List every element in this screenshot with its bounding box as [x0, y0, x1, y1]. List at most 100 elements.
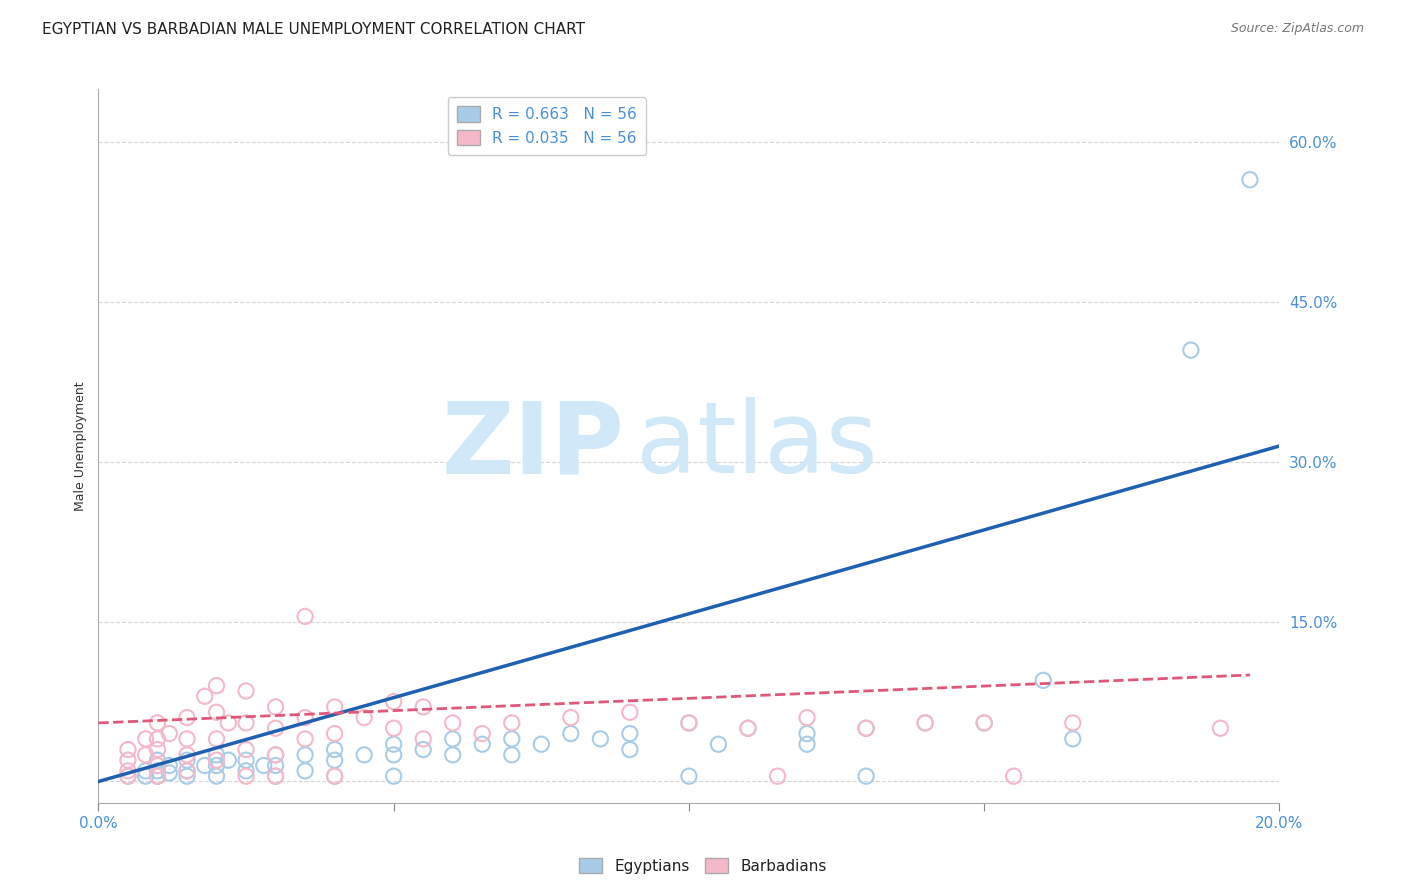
Point [205, 679, 228, 693]
Point [501, 715, 523, 730]
Point [678, 715, 700, 730]
Point [1239, 172, 1261, 186]
Text: Source: ZipAtlas.com: Source: ZipAtlas.com [1230, 22, 1364, 36]
Text: EGYPTIAN VS BARBADIAN MALE UNEMPLOYMENT CORRELATION CHART: EGYPTIAN VS BARBADIAN MALE UNEMPLOYMENT … [42, 22, 585, 37]
Point [973, 715, 995, 730]
Point [146, 764, 169, 778]
Point [412, 742, 434, 756]
Point [323, 769, 346, 783]
Point [1062, 715, 1084, 730]
Point [253, 758, 276, 772]
Point [146, 715, 169, 730]
Point [707, 737, 730, 751]
Point [146, 731, 169, 746]
Y-axis label: Male Unemployment: Male Unemployment [75, 381, 87, 511]
Point [235, 742, 257, 756]
Point [135, 747, 157, 762]
Point [205, 706, 228, 720]
Point [294, 731, 316, 746]
Point [146, 758, 169, 772]
Point [176, 731, 198, 746]
Point [264, 747, 287, 762]
Point [176, 764, 198, 778]
Point [176, 753, 198, 767]
Point [560, 710, 582, 724]
Point [176, 710, 198, 724]
Point [353, 747, 375, 762]
Point [1180, 343, 1202, 358]
Point [264, 747, 287, 762]
Point [973, 715, 995, 730]
Point [294, 710, 316, 724]
Point [1062, 731, 1084, 746]
Point [323, 769, 346, 783]
Point [217, 753, 239, 767]
Point [855, 769, 877, 783]
Point [235, 753, 257, 767]
Point [323, 726, 346, 740]
Point [157, 758, 180, 772]
Point [619, 726, 641, 740]
Text: ZIP: ZIP [441, 398, 624, 494]
Point [205, 731, 228, 746]
Point [135, 764, 157, 778]
Point [471, 726, 494, 740]
Point [678, 769, 700, 783]
Point [1002, 769, 1025, 783]
Point [264, 758, 287, 772]
Point [146, 742, 169, 756]
Point [1032, 673, 1054, 688]
Point [205, 753, 228, 767]
Point [194, 758, 217, 772]
Point [678, 715, 700, 730]
Point [441, 731, 464, 746]
Point [146, 769, 169, 783]
Point [205, 769, 228, 783]
Point [294, 747, 316, 762]
Point [194, 690, 217, 704]
Point [353, 710, 375, 724]
Point [412, 731, 434, 746]
Point [264, 700, 287, 714]
Point [382, 737, 405, 751]
Point [737, 721, 759, 735]
Point [117, 769, 139, 783]
Point [323, 753, 346, 767]
Point [157, 766, 180, 780]
Point [217, 715, 239, 730]
Point [796, 737, 818, 751]
Point [501, 747, 523, 762]
Point [589, 731, 612, 746]
Point [205, 747, 228, 762]
Text: atlas: atlas [636, 398, 877, 494]
Legend: Egyptians, Barbadians: Egyptians, Barbadians [574, 852, 832, 880]
Point [117, 769, 139, 783]
Point [441, 747, 464, 762]
Point [737, 721, 759, 735]
Point [855, 721, 877, 735]
Point [117, 764, 139, 778]
Point [264, 721, 287, 735]
Point [914, 715, 936, 730]
Point [441, 715, 464, 730]
Point [146, 753, 169, 767]
Point [382, 747, 405, 762]
Point [412, 700, 434, 714]
Point [1209, 721, 1232, 735]
Point [205, 758, 228, 772]
Point [135, 769, 157, 783]
Point [235, 764, 257, 778]
Point [382, 695, 405, 709]
Point [146, 769, 169, 783]
Point [235, 769, 257, 783]
Point [560, 726, 582, 740]
Point [176, 747, 198, 762]
Point [264, 769, 287, 783]
Point [323, 742, 346, 756]
Point [235, 684, 257, 698]
Point [135, 731, 157, 746]
Point [530, 737, 553, 751]
Point [501, 731, 523, 746]
Point [382, 769, 405, 783]
Point [914, 715, 936, 730]
